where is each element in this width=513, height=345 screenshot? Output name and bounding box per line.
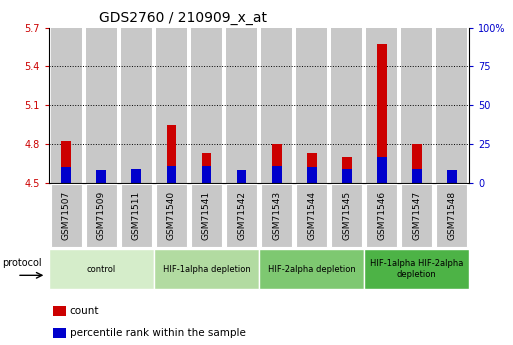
Text: control: control <box>87 265 116 274</box>
Bar <box>62 167 71 183</box>
Text: HIF-1alpha depletion: HIF-1alpha depletion <box>163 265 250 274</box>
Bar <box>437 28 467 183</box>
Text: HIF-2alpha depletion: HIF-2alpha depletion <box>268 265 356 274</box>
Bar <box>377 157 387 183</box>
Bar <box>412 169 422 183</box>
Bar <box>272 144 282 183</box>
Bar <box>272 166 282 183</box>
Text: GSM71511: GSM71511 <box>132 191 141 240</box>
Text: GSM71548: GSM71548 <box>447 191 457 240</box>
Bar <box>401 28 432 183</box>
Bar <box>202 153 211 183</box>
Text: GSM71544: GSM71544 <box>307 191 316 240</box>
Bar <box>121 28 152 183</box>
Text: count: count <box>70 306 100 316</box>
FancyBboxPatch shape <box>261 184 292 247</box>
Bar <box>53 328 66 338</box>
Bar <box>167 166 176 183</box>
Bar <box>86 28 117 183</box>
Text: GSM71547: GSM71547 <box>412 191 421 240</box>
Text: GSM71545: GSM71545 <box>342 191 351 240</box>
Bar <box>377 45 387 183</box>
Bar <box>447 180 457 183</box>
FancyBboxPatch shape <box>366 184 397 247</box>
Bar <box>236 170 246 183</box>
Bar <box>191 28 222 183</box>
FancyBboxPatch shape <box>86 184 117 247</box>
FancyBboxPatch shape <box>191 184 222 247</box>
Bar <box>261 28 292 183</box>
Bar <box>167 125 176 183</box>
Bar <box>51 28 82 183</box>
FancyBboxPatch shape <box>51 184 82 247</box>
Text: GSM71509: GSM71509 <box>97 191 106 240</box>
Text: GSM71542: GSM71542 <box>237 191 246 240</box>
FancyBboxPatch shape <box>226 184 257 247</box>
Bar <box>307 153 317 183</box>
FancyBboxPatch shape <box>331 184 362 247</box>
FancyBboxPatch shape <box>154 249 259 289</box>
Text: GSM71540: GSM71540 <box>167 191 176 240</box>
Bar <box>131 176 141 183</box>
Text: GSM71543: GSM71543 <box>272 191 281 240</box>
Bar <box>342 157 351 183</box>
Text: GDS2760 / 210909_x_at: GDS2760 / 210909_x_at <box>99 11 267 25</box>
Bar <box>53 306 66 316</box>
Bar <box>331 28 362 183</box>
Bar <box>96 179 106 183</box>
Bar <box>296 28 327 183</box>
Bar <box>156 28 187 183</box>
Bar <box>342 169 351 183</box>
Bar <box>226 28 257 183</box>
Bar <box>62 141 71 183</box>
Bar <box>447 170 457 183</box>
FancyBboxPatch shape <box>401 184 432 247</box>
Text: percentile rank within the sample: percentile rank within the sample <box>70 328 246 338</box>
Bar <box>366 28 397 183</box>
Bar <box>202 166 211 183</box>
Bar <box>412 144 422 183</box>
Text: protocol: protocol <box>3 258 42 268</box>
Bar <box>96 170 106 183</box>
FancyBboxPatch shape <box>437 184 467 247</box>
Text: GSM71546: GSM71546 <box>377 191 386 240</box>
FancyBboxPatch shape <box>49 249 154 289</box>
FancyBboxPatch shape <box>364 249 469 289</box>
Text: HIF-1alpha HIF-2alpha
depletion: HIF-1alpha HIF-2alpha depletion <box>370 259 464 279</box>
Text: GSM71541: GSM71541 <box>202 191 211 240</box>
Bar <box>236 181 246 183</box>
Bar <box>131 169 141 183</box>
Text: GSM71507: GSM71507 <box>62 191 71 240</box>
Bar <box>307 167 317 183</box>
FancyBboxPatch shape <box>121 184 152 247</box>
FancyBboxPatch shape <box>259 249 364 289</box>
FancyBboxPatch shape <box>296 184 327 247</box>
FancyBboxPatch shape <box>156 184 187 247</box>
